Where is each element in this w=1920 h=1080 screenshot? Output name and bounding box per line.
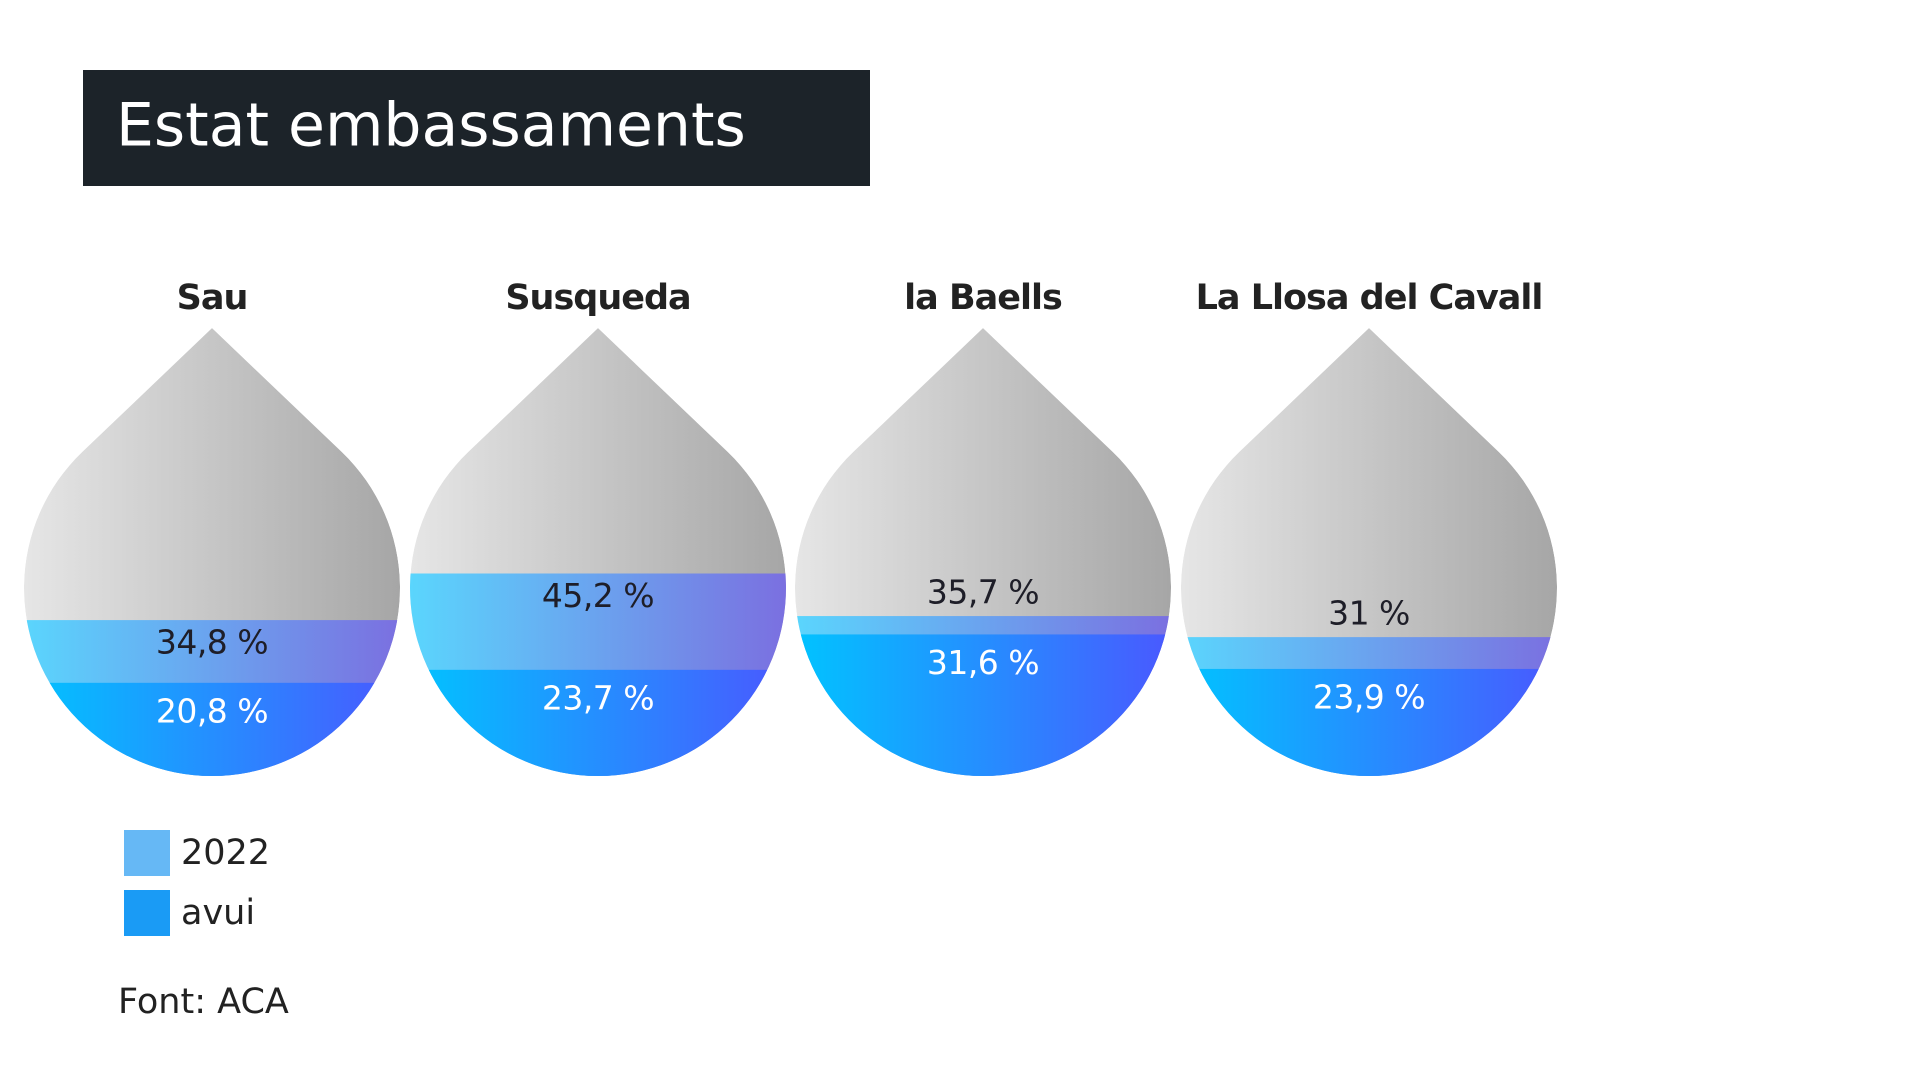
source: Font: ACA [118,982,289,1022]
value-label: 31,6 % [927,643,1039,682]
legend-label: 2022 [181,833,270,873]
value-label: 23,9 % [1313,677,1425,716]
chart-title: Estat embassaments [116,91,746,161]
category-label: La Llosa del Cavall [1196,278,1543,318]
legend-label: avui [181,893,255,933]
value-label: 23,7 % [542,678,654,717]
legend-swatch [124,890,170,936]
drop [794,328,1171,777]
category-label: Sau [177,278,248,318]
category-label: la Baells [904,278,1062,318]
value-label: 34,8 % [156,623,268,662]
title-box [83,70,870,186]
category-label: Susqueda [505,278,690,318]
legend-swatch [124,830,170,876]
value-label: 20,8 % [156,691,268,730]
drop [410,328,786,776]
value-label: 35,7 % [927,573,1039,612]
value-label: 45,2 % [542,576,654,615]
value-label: 31 % [1328,594,1410,633]
